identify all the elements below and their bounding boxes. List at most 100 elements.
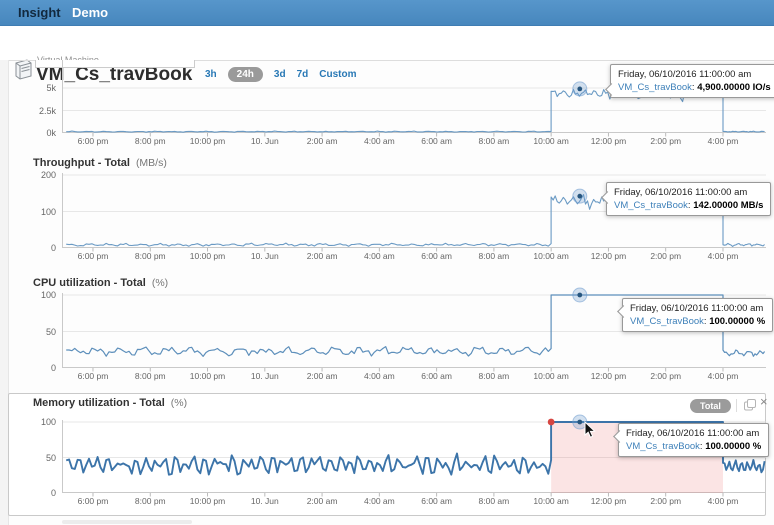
time-range-24h[interactable]: 24h xyxy=(227,67,263,82)
time-range-7d[interactable]: 7d xyxy=(296,69,309,80)
x-tick-label: 6:00 pm xyxy=(77,251,109,261)
y-tick-label: 0 xyxy=(50,243,56,253)
x-tick-label: 6:00 am xyxy=(421,136,452,146)
nav-demo[interactable]: Demo xyxy=(72,5,109,20)
tooltip-series-name: VM_Cs_travBook xyxy=(618,82,692,93)
y-tick-label: 2.5k xyxy=(38,105,56,116)
series-badge-total[interactable]: Total xyxy=(690,399,731,413)
x-tick-label: 8:00 pm xyxy=(134,371,166,381)
x-tick-label: 10:00 am xyxy=(533,251,569,261)
x-tick-label: 8:00 pm xyxy=(134,496,166,506)
x-tick-label: 10. Jun xyxy=(250,251,279,261)
time-range-selector: 3h 24h 3d 7d Custom xyxy=(205,67,356,82)
series-line-VM_Cs_travBook xyxy=(66,88,765,133)
tooltip-value: 4,900.00000 IO/s xyxy=(697,82,771,93)
x-tick-label: 6:00 am xyxy=(421,251,452,261)
x-tick-label: 10:00 am xyxy=(533,136,569,146)
x-tick-label: 12:00 pm xyxy=(590,136,627,146)
time-range-3d[interactable]: 3d xyxy=(273,69,286,80)
tooltip-throughput: Friday, 06/10/2016 11:00:00 am VM_Cs_tra… xyxy=(606,182,772,216)
panel-actions-divider xyxy=(736,399,737,412)
x-tick-label: 4:00 pm xyxy=(707,371,739,381)
x-tick-label: 10. Jun xyxy=(250,496,279,506)
tooltip-date: Friday, 06/10/2016 11:00:00 am xyxy=(618,69,752,80)
header-divider xyxy=(0,60,774,61)
hover-marker-point xyxy=(577,292,583,298)
x-tick-label: 8:00 am xyxy=(478,136,510,146)
x-tick-label: 6:00 pm xyxy=(77,136,109,146)
x-tick-label: 6:00 pm xyxy=(77,496,109,506)
x-tick-label: 12:00 pm xyxy=(590,371,627,381)
y-tick-label: 50 xyxy=(45,452,56,463)
x-tick-label: 6:00 am xyxy=(421,496,452,506)
tooltip-series-name: VM_Cs_travBook xyxy=(626,441,700,452)
y-tick-label: 5k xyxy=(46,83,56,93)
x-tick-label: 8:00 am xyxy=(478,371,510,381)
y-tick-label: 200 xyxy=(40,170,56,180)
tooltip-iops: Friday, 06/10/2016 11:00:00 am VM_Cs_tra… xyxy=(610,64,774,98)
x-tick-label: 2:00 pm xyxy=(650,371,682,381)
x-tick-label: 12:00 pm xyxy=(590,496,627,506)
partial-toolbar-element xyxy=(35,60,195,68)
series-line-VM_Cs_travBook xyxy=(66,294,766,357)
x-tick-label: 4:00 pm xyxy=(707,251,739,261)
x-tick-label: 4:00 am xyxy=(364,496,395,506)
x-tick-label: 2:00 am xyxy=(306,371,338,381)
x-tick-label: 6:00 pm xyxy=(77,371,109,381)
tooltip-series-name: VM_Cs_travBook xyxy=(630,316,704,327)
y-tick-label: 0 xyxy=(50,488,56,498)
x-tick-label: 2:00 pm xyxy=(650,136,682,146)
tooltip-series-name: VM_Cs_travBook xyxy=(614,200,688,211)
tooltip-value: 100.00000 % xyxy=(709,316,766,327)
hover-marker-point xyxy=(577,193,583,199)
page-title: VM_Cs_travBook xyxy=(36,64,193,85)
tooltip-date: Friday, 06/10/2016 11:00:00 am xyxy=(626,428,760,439)
series-line-VM_Cs_travBook xyxy=(65,421,766,476)
x-tick-label: 2:00 pm xyxy=(650,251,682,261)
topbar: Insight Demo xyxy=(0,0,774,26)
chart-title-throughput: Throughput - Total (MB/s) xyxy=(33,157,167,169)
x-tick-label: 6:00 am xyxy=(421,371,452,381)
tooltip-value: 142.00000 MB/s xyxy=(693,200,764,211)
y-tick-label: 0k xyxy=(46,128,56,138)
nav-insight[interactable]: Insight xyxy=(18,5,61,20)
entity-header: Virtual Machine VM_Cs_travBook 3h24h3d7d… xyxy=(0,26,774,85)
close-icon[interactable] xyxy=(760,395,768,409)
y-tick-label: 50 xyxy=(45,326,56,337)
tooltip-date: Friday, 06/10/2016 11:00:00 am xyxy=(630,303,764,314)
x-tick-label: 2:00 pm xyxy=(650,496,682,506)
x-tick-label: 4:00 am xyxy=(364,136,395,146)
x-tick-label: 8:00 pm xyxy=(134,136,166,146)
x-tick-label: 10:00 am xyxy=(533,371,569,381)
y-tick-label: 0 xyxy=(50,363,56,373)
chart-plot-iops-total[interactable] xyxy=(62,60,766,139)
hover-marker-point xyxy=(577,86,583,92)
time-range-3h[interactable]: 3h xyxy=(205,69,217,80)
y-tick-label: 100 xyxy=(40,417,56,427)
partial-next-section xyxy=(62,520,192,524)
duplicate-icon[interactable] xyxy=(743,398,757,412)
x-tick-label: 10. Jun xyxy=(250,136,279,146)
x-tick-label: 8:00 am xyxy=(478,251,510,261)
chart-title-cpu: CPU utilization - Total (%) xyxy=(33,277,169,289)
y-tick-label: 100 xyxy=(40,206,56,217)
tooltip-cpu: Friday, 06/10/2016 11:00:00 am VM_Cs_tra… xyxy=(622,298,774,332)
x-tick-label: 4:00 am xyxy=(364,371,395,381)
x-tick-label: 10. Jun xyxy=(250,371,279,381)
chart-title-memory: Memory utilization - Total (%) xyxy=(33,397,188,409)
x-tick-label: 8:00 pm xyxy=(134,251,166,261)
x-tick-label: 10:00 pm xyxy=(189,136,226,146)
tooltip-value: 100.00000 % xyxy=(705,441,762,452)
x-tick-label: 4:00 am xyxy=(364,251,395,261)
chart-unit-label: (%) xyxy=(151,277,169,289)
time-range-custom[interactable]: Custom xyxy=(319,69,357,80)
mouse-cursor xyxy=(584,421,596,438)
hover-marker-point xyxy=(577,419,583,425)
x-tick-label: 12:00 pm xyxy=(590,251,627,261)
x-tick-label: 4:00 pm xyxy=(707,496,739,506)
x-tick-label: 2:00 am xyxy=(306,251,338,261)
chart-plot-cpu-utilization-total[interactable] xyxy=(62,287,766,374)
x-tick-label: 10:00 pm xyxy=(189,496,226,506)
x-tick-label: 10:00 am xyxy=(533,496,569,506)
